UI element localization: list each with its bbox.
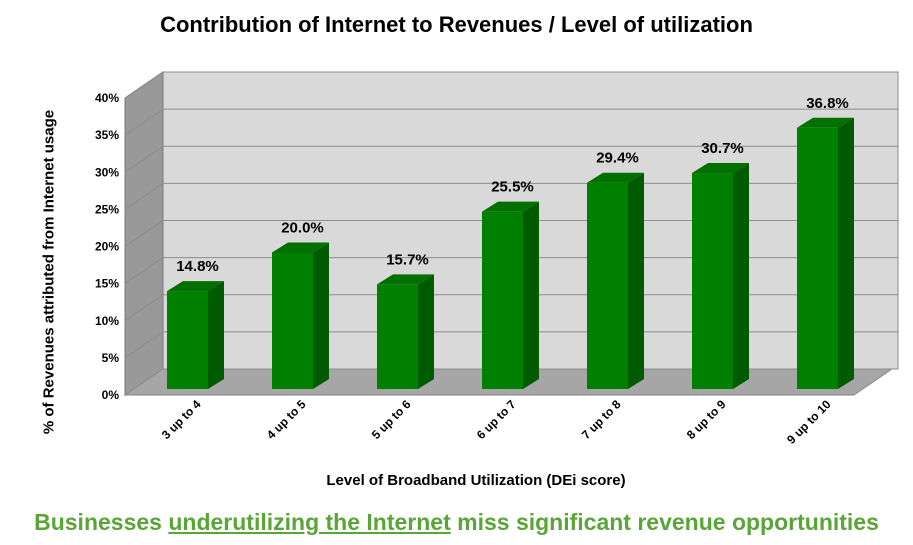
bar-front [167, 291, 208, 389]
data-label: 25.5% [491, 179, 534, 196]
bar-top [167, 281, 224, 292]
y-tick-label: 15% [95, 277, 119, 291]
y-tick-label: 40% [95, 91, 119, 105]
bars [167, 117, 854, 389]
bar-top [482, 201, 539, 212]
gridline [124, 108, 898, 136]
category-label: 3 up to 4 [159, 397, 204, 442]
bar-front [482, 211, 523, 389]
category-label: 6 up to 7 [474, 397, 519, 442]
bar-front [587, 182, 628, 389]
y-tick-label: 20% [95, 240, 119, 254]
y-tick-label: 35% [95, 128, 119, 142]
bar [482, 201, 539, 389]
data-label: 14.8% [176, 258, 219, 275]
y-axis-ticks: 0% 5% 10% 15% 20% 25% 30% 35% 40% [95, 91, 119, 402]
data-label: 29.4% [596, 150, 639, 167]
x-axis-label: Level of Broadband Utilization (DEi scor… [326, 472, 626, 489]
gridline [124, 145, 898, 173]
gridline [124, 182, 898, 210]
y-axis-label: % of Revenues attributed from Internet u… [40, 109, 58, 435]
bar [692, 163, 749, 389]
bar-front [272, 252, 313, 389]
bar [797, 117, 854, 389]
bar-side [838, 117, 854, 389]
bar-side [523, 201, 539, 389]
bar-side [418, 274, 434, 389]
data-label: 30.7% [701, 140, 744, 157]
gridline [124, 71, 898, 99]
headline-text-end: miss significant revenue opportunities [450, 509, 879, 535]
gridline [124, 331, 898, 359]
bar-side [313, 242, 329, 389]
headline: Businesses underutilizing the Internet m… [0, 509, 913, 536]
y-tick-label: 0% [102, 388, 120, 402]
bar-front [692, 173, 733, 389]
bar-top [377, 274, 434, 285]
category-label: 7 up to 8 [579, 397, 624, 442]
bar-side [208, 281, 224, 389]
data-label: 20.0% [281, 220, 324, 237]
data-labels: 14.8% 20.0% 15.7% 25.5% 29.4% 30.7% 36.8% [176, 95, 849, 275]
data-label: 36.8% [806, 95, 849, 112]
bar-front [797, 127, 838, 389]
gridline [124, 257, 898, 285]
gridline [124, 220, 898, 247]
category-label: 5 up to 6 [369, 397, 414, 442]
category-labels: 3 up to 4 4 up to 5 5 up to 6 6 up to 7 7 up… [159, 397, 834, 447]
category-label: 9 up to 10 [784, 397, 834, 447]
y-tick-label: 10% [95, 314, 119, 328]
category-label: 4 up to 5 [264, 397, 309, 442]
y-tick-label: 5% [102, 351, 120, 365]
headline-underlined: underutilizing the Internet [168, 509, 451, 535]
bar-side [628, 172, 644, 389]
category-label: 8 up to 9 [684, 397, 729, 442]
y-tick-label: 25% [95, 202, 119, 216]
bar [167, 281, 224, 389]
bar-side [733, 163, 749, 389]
headline-text-start: Businesses [34, 509, 169, 535]
bar-top [797, 117, 854, 128]
bar-top [272, 242, 329, 253]
bar-top [587, 172, 644, 183]
bar-front [377, 284, 418, 389]
gridline [124, 294, 898, 322]
bar [272, 242, 329, 389]
data-label: 15.7% [386, 251, 429, 268]
bar [377, 274, 434, 389]
bar [587, 172, 644, 389]
bar-top [692, 163, 749, 174]
y-tick-label: 30% [95, 165, 119, 179]
chart-title: Contribution of Internet to Revenues / L… [160, 12, 753, 37]
gridlines [124, 71, 898, 359]
